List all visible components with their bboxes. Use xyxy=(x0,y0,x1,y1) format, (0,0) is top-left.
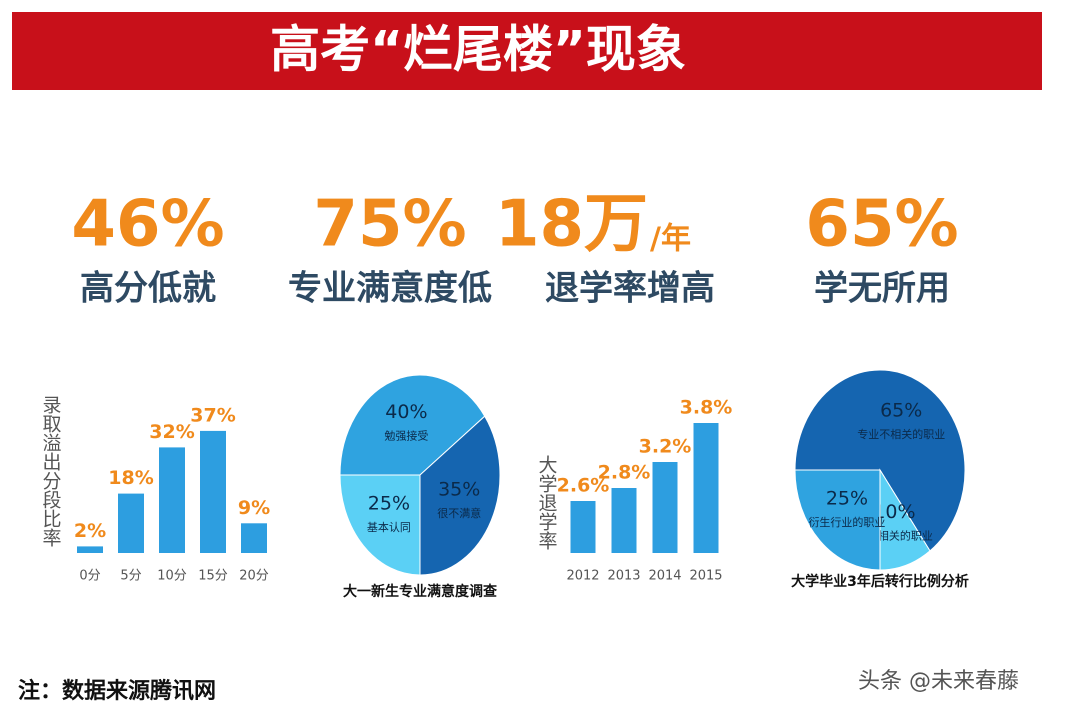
x-tick-label: 20分 xyxy=(239,569,269,584)
slice-value: 35% xyxy=(438,478,480,500)
stat-label: 退学率增高 xyxy=(545,269,715,309)
x-tick-label: 5分 xyxy=(120,569,141,584)
value-label: 3.2% xyxy=(639,436,692,458)
x-tick-label: 2015 xyxy=(689,569,722,584)
bar xyxy=(159,447,185,553)
bar xyxy=(693,423,719,553)
y-axis-label: 大学退学率 xyxy=(536,455,558,550)
slice-value: 65% xyxy=(880,399,922,421)
pie-slice xyxy=(419,415,501,576)
stat-unit: /年 xyxy=(650,222,691,257)
stat-value: 18万 xyxy=(495,188,648,262)
chart-title: 大学毕业3年后转行比例分析 xyxy=(791,573,969,590)
pie-slice xyxy=(794,469,881,571)
slice-label: 很不满意 xyxy=(437,506,481,520)
x-tick-label: 0分 xyxy=(79,569,100,584)
slice-value: 25% xyxy=(826,487,868,509)
stat-label: 学无所用 xyxy=(814,269,950,309)
value-label: 32% xyxy=(149,421,194,443)
footnote: 注：数据来源腾讯网 xyxy=(18,678,216,704)
stat-value: 75% xyxy=(313,188,466,262)
value-label: 2% xyxy=(74,520,106,542)
value-label: 37% xyxy=(190,404,235,426)
x-tick-label: 2012 xyxy=(566,569,599,584)
bar xyxy=(570,501,596,553)
bar xyxy=(200,430,226,553)
slice-value: 40% xyxy=(385,401,427,423)
value-label: 3.8% xyxy=(680,397,733,419)
bar xyxy=(118,493,144,553)
pie-slice xyxy=(794,369,966,552)
bar xyxy=(652,462,678,553)
slice-value: 25% xyxy=(368,492,410,514)
slice-label: 专业不相关的职业 xyxy=(857,427,945,441)
x-tick-label: 15分 xyxy=(198,569,228,584)
title-banner xyxy=(12,12,1042,90)
value-label: 2.6% xyxy=(557,475,610,497)
stat-label: 高分低就 xyxy=(80,269,216,309)
chart-title: 大一新生专业满意度调查 xyxy=(343,583,498,600)
watermark: 头条 @未来春藤 xyxy=(858,669,1019,694)
stat-value: 46% xyxy=(71,188,224,262)
value-label: 9% xyxy=(238,497,270,519)
page-title: 高考“烂尾楼”现象 xyxy=(270,21,686,79)
x-tick-label: 2014 xyxy=(648,569,681,584)
slice-label: 基本认同 xyxy=(367,520,411,534)
x-tick-label: 2013 xyxy=(607,569,640,584)
slice-label: 勉强接受 xyxy=(384,429,428,443)
bar xyxy=(241,523,267,553)
bar xyxy=(77,546,103,553)
value-label: 18% xyxy=(108,467,153,489)
slice-value: 10% xyxy=(873,501,915,523)
x-tick-label: 10分 xyxy=(157,569,187,584)
value-label: 2.8% xyxy=(598,462,651,484)
y-axis-label: 录取溢出分段比率 xyxy=(40,395,62,547)
slice-label: 衍生行业的职业 xyxy=(808,515,885,529)
stat-value: 65% xyxy=(805,188,958,262)
pie-slice xyxy=(339,374,486,476)
stat-label: 专业满意度低 xyxy=(288,269,492,309)
pie-slice xyxy=(339,474,421,576)
bar xyxy=(611,488,637,553)
